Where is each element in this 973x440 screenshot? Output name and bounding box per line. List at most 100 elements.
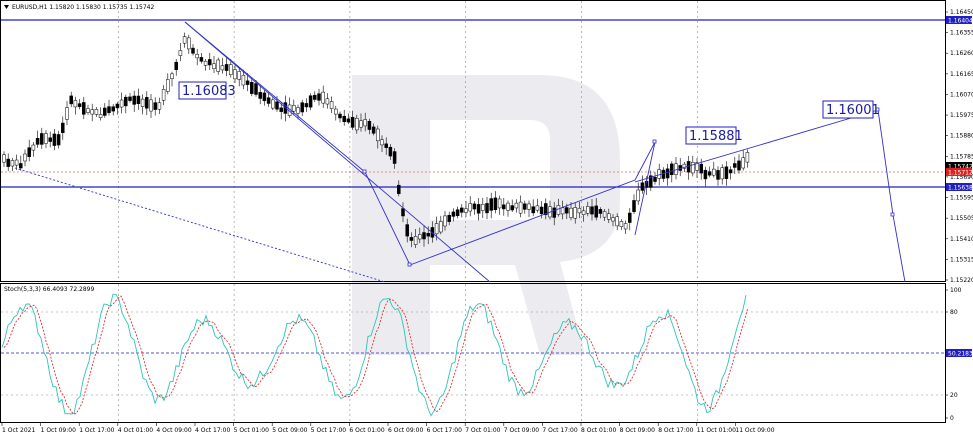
trend-line-rise <box>634 109 879 183</box>
candle-body <box>426 232 430 237</box>
time-axis-label: 1 Oct 09:00 <box>41 427 76 434</box>
candle-body <box>136 95 141 105</box>
time-axis-label: 7 Oct 09:00 <box>504 427 539 434</box>
candle-body <box>502 204 506 210</box>
symbol-info: EURUSD,H1 1.15820 1.15830 1.15735 1.1574… <box>12 4 154 11</box>
trend-points <box>362 107 895 267</box>
price-axis-label: 1.16260 <box>950 50 973 57</box>
projection-line <box>877 109 906 283</box>
candle-body <box>451 211 456 217</box>
candle-body <box>44 133 48 144</box>
time-axis-label: 5 Oct 09:00 <box>272 427 307 434</box>
candle-body <box>153 102 157 110</box>
candle-body <box>493 197 498 210</box>
price-tag: 1.16404 <box>948 18 973 25</box>
candle-body <box>363 119 367 127</box>
candle-body <box>720 167 724 180</box>
annotation-mid[interactable]: 1.15881 <box>685 126 743 145</box>
candle-body <box>728 169 733 174</box>
candle-body <box>98 114 103 118</box>
price-axis-label: 1.15505 <box>950 215 973 222</box>
candle-body <box>581 210 586 215</box>
candle-body <box>250 82 254 94</box>
candle-body <box>233 69 237 80</box>
candle-body <box>665 168 670 179</box>
candle-body <box>224 64 229 71</box>
candle-body <box>745 152 750 163</box>
candle-body <box>82 102 86 115</box>
price-axis-label: 1.15220 <box>950 277 973 284</box>
candle-body <box>670 163 674 176</box>
candle-body <box>607 213 611 220</box>
candle-body <box>115 103 120 109</box>
time-axis-label: 6 Oct 17:00 <box>427 427 462 434</box>
candle-body <box>308 95 313 108</box>
candle-body <box>77 103 82 107</box>
stoch-signal-line <box>3 295 749 415</box>
candle-body <box>556 205 561 215</box>
candle-body <box>703 169 708 180</box>
time-axis-label: 5 Oct 01:00 <box>234 427 269 434</box>
time-axis-label: 8 Oct 09:00 <box>620 427 655 434</box>
candle-body <box>35 137 40 145</box>
symbol-header: EURUSD,H1 1.15820 1.15830 1.15735 1.1574… <box>4 4 154 11</box>
candle-body <box>460 207 464 213</box>
candle-body <box>489 198 493 211</box>
price-tag: 1.15742 <box>948 164 973 171</box>
annotation-mid-text: 1.15881 <box>689 129 743 144</box>
annotation-right[interactable]: 1.16001 <box>822 100 880 119</box>
candle-body <box>741 157 745 169</box>
candle-body <box>107 106 111 114</box>
price-axis-label: 1.15880 <box>950 133 973 140</box>
candle-body <box>245 80 250 85</box>
candle-body <box>409 237 414 241</box>
candle-body <box>455 209 460 217</box>
candle-body <box>212 63 216 69</box>
watermark-logo <box>352 75 620 355</box>
candle-body <box>380 139 384 146</box>
price-tag: 1.15712 <box>948 170 973 177</box>
candle-body <box>724 166 729 179</box>
candle-body <box>602 211 607 218</box>
candle-body <box>649 175 653 188</box>
candle-body <box>586 206 590 214</box>
candle-body <box>539 206 544 215</box>
stoch-axis-label: 80 <box>950 309 958 316</box>
candle-body <box>359 120 363 128</box>
candle-body <box>682 163 687 169</box>
candle-body <box>514 202 519 209</box>
candle-body <box>6 158 10 167</box>
candle-body <box>611 217 615 222</box>
candle-body <box>132 95 136 105</box>
price-tag: 1.15638 <box>948 185 973 192</box>
candle-body <box>292 105 296 112</box>
candle-body <box>405 224 409 237</box>
trend-lines[interactable] <box>14 21 906 283</box>
candle-body <box>275 101 279 110</box>
time-axis-label: 7 Oct 01:00 <box>465 427 500 434</box>
candle-body <box>65 107 69 120</box>
candle-body <box>707 171 712 176</box>
candle-body <box>10 160 15 167</box>
candle-body <box>577 207 582 214</box>
time-axis-label: 7 Oct 17:00 <box>542 427 577 434</box>
price-axis-label: 1.15595 <box>950 195 973 202</box>
annotation-left-text: 1.16083 <box>182 84 236 99</box>
candle-body <box>271 99 275 109</box>
candle-body <box>195 54 199 59</box>
candle-body <box>691 162 695 174</box>
candle-body <box>279 107 283 112</box>
candle-body <box>166 79 170 92</box>
candlestick-series <box>2 32 750 248</box>
candle-body <box>737 160 741 171</box>
candle-body <box>262 92 267 102</box>
stoch-axis: 100 80 20 0 <box>945 287 962 422</box>
candle-body <box>632 200 636 212</box>
annotation-left[interactable]: 1.16083 <box>178 81 236 100</box>
candle-body <box>615 216 619 227</box>
candle-body <box>48 137 52 142</box>
candle-body <box>23 153 27 162</box>
candle-body <box>434 223 439 235</box>
